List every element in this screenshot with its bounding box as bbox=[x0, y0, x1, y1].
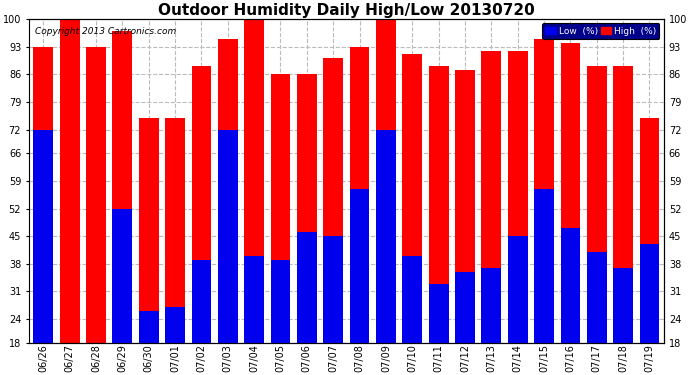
Bar bbox=[270, 260, 290, 343]
Bar bbox=[324, 236, 343, 343]
Bar bbox=[613, 268, 633, 343]
Bar bbox=[640, 244, 660, 343]
Bar bbox=[640, 118, 660, 343]
Bar bbox=[350, 189, 369, 343]
Legend: Low  (%), High  (%): Low (%), High (%) bbox=[542, 24, 660, 39]
Bar bbox=[86, 46, 106, 343]
Bar bbox=[112, 209, 132, 343]
Bar bbox=[244, 256, 264, 343]
Bar bbox=[324, 58, 343, 343]
Bar bbox=[218, 39, 237, 343]
Bar bbox=[270, 74, 290, 343]
Bar bbox=[508, 236, 528, 343]
Bar bbox=[297, 232, 317, 343]
Bar bbox=[455, 272, 475, 343]
Bar bbox=[192, 260, 211, 343]
Bar bbox=[587, 252, 607, 343]
Bar bbox=[482, 268, 501, 343]
Bar bbox=[376, 129, 396, 343]
Bar bbox=[428, 66, 448, 343]
Bar bbox=[402, 54, 422, 343]
Bar bbox=[534, 39, 554, 343]
Bar bbox=[402, 256, 422, 343]
Bar bbox=[60, 19, 79, 343]
Bar bbox=[376, 19, 396, 343]
Bar bbox=[455, 70, 475, 343]
Bar bbox=[165, 118, 185, 343]
Bar bbox=[428, 284, 448, 343]
Bar bbox=[587, 66, 607, 343]
Bar bbox=[508, 51, 528, 343]
Bar bbox=[33, 129, 53, 343]
Bar bbox=[112, 31, 132, 343]
Title: Outdoor Humidity Daily High/Low 20130720: Outdoor Humidity Daily High/Low 20130720 bbox=[158, 3, 535, 18]
Bar bbox=[244, 19, 264, 343]
Bar bbox=[482, 51, 501, 343]
Text: Copyright 2013 Cartronics.com: Copyright 2013 Cartronics.com bbox=[35, 27, 177, 36]
Bar bbox=[560, 228, 580, 343]
Bar bbox=[297, 74, 317, 343]
Bar bbox=[218, 129, 237, 343]
Bar bbox=[33, 46, 53, 343]
Bar bbox=[192, 66, 211, 343]
Bar bbox=[139, 311, 159, 343]
Bar bbox=[350, 46, 369, 343]
Bar bbox=[139, 118, 159, 343]
Bar bbox=[534, 189, 554, 343]
Bar bbox=[165, 307, 185, 343]
Bar bbox=[613, 66, 633, 343]
Bar bbox=[560, 43, 580, 343]
